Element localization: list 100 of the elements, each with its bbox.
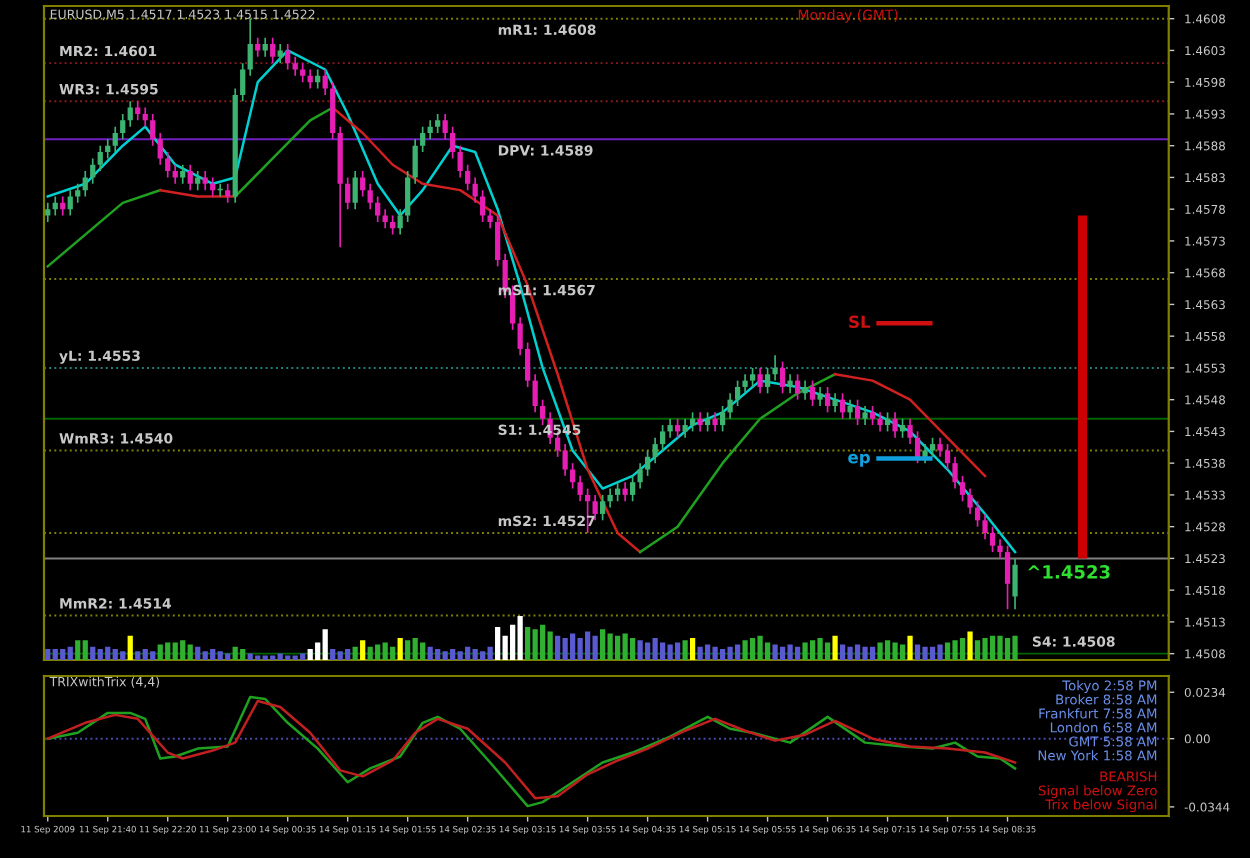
candlestick <box>120 113 126 141</box>
candlestick <box>105 138 111 160</box>
bar <box>112 649 118 660</box>
candlestick <box>345 176 351 211</box>
bar <box>869 646 876 660</box>
bar <box>375 644 381 660</box>
candlestick <box>360 170 366 198</box>
bar <box>442 651 448 660</box>
bar <box>217 651 223 660</box>
bar <box>127 635 133 660</box>
bar <box>495 627 501 660</box>
bar <box>105 646 111 660</box>
bar <box>82 640 88 660</box>
candlestick <box>322 68 328 96</box>
bar <box>914 644 921 660</box>
candlestick <box>210 176 216 198</box>
bar <box>727 646 733 660</box>
bar <box>420 642 426 660</box>
bar <box>135 651 141 660</box>
bar <box>839 644 846 660</box>
candlestick <box>247 17 253 77</box>
bar <box>90 646 96 660</box>
candlestick <box>427 119 433 141</box>
bar <box>277 653 283 660</box>
bar <box>764 642 771 660</box>
bar <box>172 642 178 660</box>
bar <box>667 644 673 660</box>
bar <box>457 651 463 660</box>
candlestick <box>397 208 403 236</box>
bar <box>480 651 486 660</box>
bar <box>52 649 58 660</box>
candlestick <box>959 475 966 503</box>
bar <box>360 640 366 660</box>
candlestick <box>944 443 951 471</box>
bar <box>577 638 583 660</box>
bar <box>232 646 238 660</box>
bar <box>689 638 696 660</box>
line-series <box>46 188 162 268</box>
bar <box>622 633 628 660</box>
bar <box>555 635 561 660</box>
candlestick <box>367 182 373 211</box>
bar <box>532 629 538 660</box>
candlestick <box>315 68 321 90</box>
bar <box>300 653 306 660</box>
bar <box>427 646 433 660</box>
bar <box>772 644 778 660</box>
candlestick <box>187 163 193 191</box>
bar <box>937 644 943 660</box>
candlestick <box>937 436 943 458</box>
bar <box>187 644 193 660</box>
bar <box>562 638 568 660</box>
candlestick <box>142 106 148 128</box>
line-series <box>46 49 1017 554</box>
candlestick <box>637 462 643 490</box>
candlestick <box>952 455 958 490</box>
bar <box>712 646 718 660</box>
bar <box>150 651 156 660</box>
bar <box>165 642 171 660</box>
candlestick <box>270 36 276 64</box>
bar <box>540 624 546 660</box>
candlestick <box>659 424 666 452</box>
bar <box>510 624 516 660</box>
candlestick <box>1004 544 1011 611</box>
bar <box>465 646 471 660</box>
bar <box>779 646 786 660</box>
candlestick <box>285 43 291 71</box>
candlestick <box>532 373 538 414</box>
bar <box>607 633 613 660</box>
bar <box>337 651 343 660</box>
bar <box>817 638 823 660</box>
candlestick <box>240 62 246 103</box>
bar <box>787 644 793 660</box>
bar <box>615 635 621 660</box>
bar <box>749 638 756 660</box>
candlestick <box>465 163 471 191</box>
candlestick <box>525 341 531 388</box>
candlestick <box>629 475 636 503</box>
bar <box>862 646 868 660</box>
bar <box>652 638 658 660</box>
candlestick <box>607 487 613 509</box>
bar <box>67 646 73 660</box>
candlestick <box>330 81 336 141</box>
candlestick <box>615 481 621 503</box>
bar <box>412 638 418 660</box>
candlestick <box>52 195 58 217</box>
candlestick <box>832 392 838 414</box>
bar <box>802 642 808 660</box>
bar <box>382 642 388 660</box>
bar <box>929 646 936 660</box>
candlestick <box>517 316 523 357</box>
candlestick <box>495 214 501 268</box>
bar <box>944 642 951 660</box>
candlestick <box>719 405 726 433</box>
bar <box>824 642 831 660</box>
candlestick <box>674 417 681 439</box>
candlestick <box>352 170 358 211</box>
candlestick <box>180 163 186 185</box>
candlestick <box>157 132 163 166</box>
candlestick <box>195 170 201 191</box>
bar <box>922 646 928 660</box>
